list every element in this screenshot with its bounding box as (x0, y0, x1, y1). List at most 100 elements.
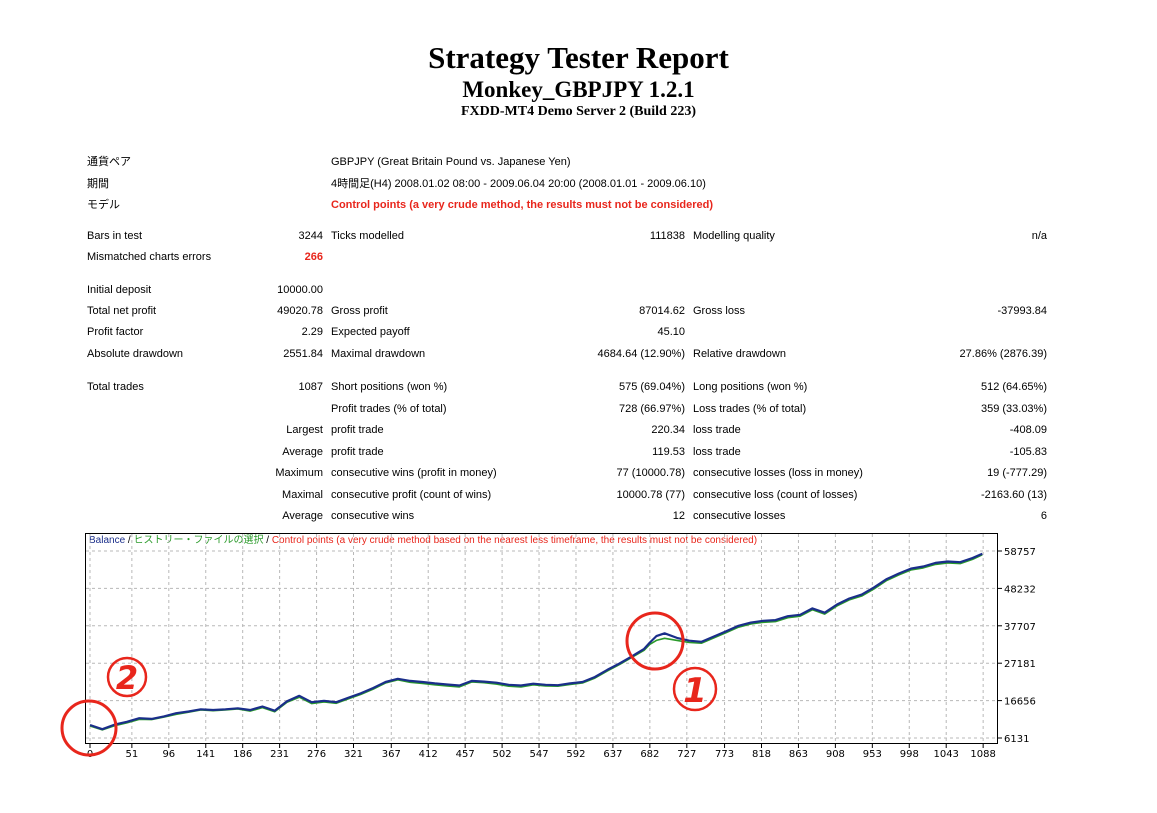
y-tick-label: 37707 (1004, 622, 1036, 633)
largest-label: Largest (286, 424, 323, 436)
x-tick-label: 231 (270, 749, 289, 760)
avg-cons-wins-value: 12 (672, 510, 685, 522)
max-wins-value: 77 (10000.78) (616, 467, 686, 479)
grossprofit-value: 87014.62 (639, 305, 685, 317)
grossloss-label: Gross loss (693, 305, 745, 317)
netprofit-label: Total net profit (87, 305, 157, 317)
x-tick-label: 773 (715, 749, 734, 760)
mismatch-value: 266 (304, 251, 323, 263)
x-tick-label: 953 (863, 749, 882, 760)
short-label: Short positions (won %) (331, 381, 448, 393)
annotation-number-2: 2 (116, 659, 138, 697)
period-label: 期間 (87, 178, 109, 190)
report-title: Strategy Tester Report (428, 40, 729, 75)
chart-legend: Balance / ヒストリー・ファイルの選択 / Control points… (89, 534, 757, 547)
long-value: 512 (64.65%) (980, 381, 1047, 393)
long-label: Long positions (won %) (693, 381, 808, 393)
expert-name: Monkey_GBPJPY 1.2.1 (462, 77, 695, 102)
ltrades-label: Loss trades (% of total) (693, 403, 807, 415)
y-tick-label: 48232 (1004, 584, 1036, 595)
payoff-value: 45.10 (657, 326, 685, 338)
symbol-label: 通貨ペア (87, 156, 131, 168)
quality-value: n/a (1031, 230, 1047, 242)
y-tick-label: 6131 (1004, 734, 1029, 745)
average-label: Average (282, 446, 323, 458)
largest-loss-value: -408.09 (1009, 424, 1047, 436)
maxl-loss-value: -2163.60 (13) (980, 489, 1047, 501)
avg-loss-label: loss trade (693, 446, 741, 458)
x-tick-label: 412 (419, 749, 438, 760)
pf-label: Profit factor (87, 326, 144, 338)
ticks-label: Ticks modelled (331, 230, 404, 242)
avg-loss-value: -105.83 (1009, 446, 1047, 458)
legend-control-points: Control points (a very crude method base… (271, 535, 758, 546)
reldd-value: 27.86% (2876.39) (959, 348, 1047, 360)
netprofit-value: 49020.78 (277, 305, 323, 317)
grossprofit-label: Gross profit (331, 305, 388, 317)
report-header: Strategy Tester Report Monkey_GBPJPY 1.2… (0, 40, 1157, 121)
bars-value: 3244 (298, 230, 323, 242)
x-tick-label: 818 (752, 749, 771, 760)
y-tick-label: 58757 (1004, 547, 1036, 558)
annotation-number-1: 1 (683, 671, 707, 711)
y-tick-label: 27181 (1004, 659, 1036, 670)
trades-value: 1087 (298, 381, 323, 393)
absdd-label: Absolute drawdown (87, 348, 184, 360)
period-value: 4時間足(H4) 2008.01.02 08:00 - 2009.06.04 2… (331, 178, 706, 190)
x-tick-label: 547 (529, 749, 548, 760)
maximum-label: Maximum (275, 467, 323, 479)
largest-profit-value: 220.34 (651, 424, 685, 436)
largest-loss-label: loss trade (693, 424, 741, 436)
annotation-marker (672, 666, 718, 712)
x-tick-label: 96 (162, 749, 175, 760)
avg-cons-losses-value: 6 (1040, 510, 1047, 522)
mismatch-label: Mismatched charts errors (87, 251, 212, 263)
max-wins-label: consecutive wins (profit in money) (331, 467, 497, 479)
trades-label: Total trades (87, 381, 144, 393)
bars-label: Bars in test (87, 230, 143, 242)
x-tick-label: 863 (789, 749, 808, 760)
legend-separator: / (263, 535, 272, 546)
grossloss-value: -37993.84 (997, 305, 1047, 317)
short-value: 575 (69.04%) (618, 381, 685, 393)
x-tick-label: 682 (640, 749, 659, 760)
max-losses-label: consecutive losses (loss in money) (693, 467, 863, 479)
annotation-marker (106, 656, 148, 698)
maximal-label: Maximal (282, 489, 323, 501)
quality-label: Modelling quality (693, 230, 775, 242)
model-label: モデル (87, 199, 120, 211)
x-tick-label: 908 (826, 749, 845, 760)
maxdd-value: 4684.64 (12.90%) (597, 348, 685, 360)
x-tick-label: 276 (307, 749, 326, 760)
deposit-value: 10000.00 (277, 284, 323, 296)
avg-profit-value: 119.53 (652, 446, 685, 458)
x-tick-label: 51 (125, 749, 138, 760)
maxdd-label: Maximal drawdown (331, 348, 426, 360)
x-tick-label: 502 (493, 749, 512, 760)
x-tick-label: 1043 (933, 749, 958, 760)
x-tick-label: 637 (603, 749, 622, 760)
model-value: Control points (a very crude method, the… (331, 199, 713, 211)
pf-value: 2.29 (301, 326, 323, 338)
ticks-value: 111838 (649, 230, 685, 242)
ptrades-value: 728 (66.97%) (618, 403, 685, 415)
history-line (89, 554, 983, 731)
legend-separator: / (125, 535, 134, 546)
legend-history: ヒストリー・ファイルの選択 (133, 535, 264, 546)
x-tick-label: 186 (233, 749, 252, 760)
server-name: FXDD-MT4 Demo Server 2 (Build 223) (461, 104, 696, 119)
maxl-profit-value: 10000.78 (77) (616, 489, 686, 501)
absdd-value: 2551.84 (283, 348, 323, 360)
annotation-circle (625, 611, 685, 671)
y-tick-label: 16656 (1004, 697, 1036, 708)
x-tick-label: 457 (456, 749, 475, 760)
balance-line (89, 552, 983, 731)
maxl-profit-label: consecutive profit (count of wins) (331, 489, 492, 501)
x-tick-label: 727 (677, 749, 696, 760)
avg-cons-wins-label: consecutive wins (331, 510, 415, 522)
ptrades-label: Profit trades (% of total) (331, 403, 447, 415)
payoff-label: Expected payoff (331, 326, 410, 338)
x-tick-label: 1088 (970, 749, 995, 760)
x-tick-label: 321 (344, 749, 363, 760)
